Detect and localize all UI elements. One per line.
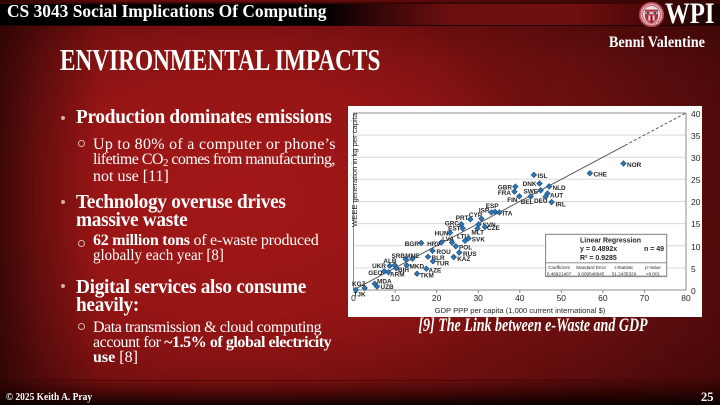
svg-text:MNE: MNE: [405, 253, 420, 260]
svg-text:5: 5: [691, 264, 696, 274]
svg-text:Coefficient: Coefficient: [548, 265, 570, 270]
svg-text:DEU: DEU: [534, 198, 548, 205]
svg-text:20: 20: [432, 293, 442, 303]
svg-text:POL: POL: [459, 245, 472, 252]
svg-text:30: 30: [473, 293, 483, 303]
svg-text:GBR: GBR: [498, 185, 513, 192]
svg-text:NOR: NOR: [627, 162, 642, 169]
svg-text:ARM: ARM: [390, 271, 405, 278]
svg-text:UZB: UZB: [381, 284, 395, 291]
svg-text:SWE: SWE: [523, 189, 538, 196]
svg-text:BIH: BIH: [398, 267, 409, 274]
svg-text:AUT: AUT: [550, 192, 563, 199]
svg-text:ISR: ISR: [479, 208, 490, 215]
svg-text:t-Statistic: t-Statistic: [615, 265, 635, 270]
svg-text:SVK: SVK: [472, 237, 486, 244]
svg-text:MLT: MLT: [471, 230, 484, 237]
svg-text:51.2435329: 51.2435329: [612, 272, 637, 277]
svg-text:<0.001: <0.001: [646, 272, 661, 277]
svg-text:AZE: AZE: [429, 268, 443, 275]
svg-text:MDA: MDA: [377, 279, 392, 286]
svg-text:SVN: SVN: [483, 222, 497, 229]
svg-text:IRL: IRL: [556, 202, 566, 209]
svg-text:0: 0: [691, 286, 696, 296]
svg-text:LTU: LTU: [457, 234, 469, 241]
svg-text:20: 20: [691, 197, 701, 207]
svg-text:HUN: HUN: [435, 230, 449, 237]
svg-text:TJK: TJK: [354, 292, 366, 299]
svg-text:40: 40: [691, 109, 701, 119]
svg-text:BGR: BGR: [405, 241, 420, 248]
svg-text:MKD: MKD: [410, 263, 425, 270]
svg-text:50: 50: [557, 293, 567, 303]
svg-text:WEEE generation in kg per capi: WEEE generation in kg per capita: [350, 112, 359, 227]
svg-text:TUR: TUR: [436, 261, 450, 268]
svg-text:BEL: BEL: [521, 199, 534, 206]
svg-text:p-Value: p-Value: [645, 265, 661, 270]
svg-text:TKM: TKM: [420, 272, 434, 279]
svg-text:80: 80: [681, 293, 691, 303]
svg-text:10: 10: [390, 293, 400, 303]
svg-text:ROU: ROU: [437, 249, 452, 256]
svg-text:CZE: CZE: [487, 225, 501, 232]
svg-text:35: 35: [691, 131, 701, 141]
svg-text:ESP: ESP: [486, 203, 500, 210]
svg-text:CYP: CYP: [469, 212, 483, 219]
svg-text:10: 10: [691, 242, 701, 252]
svg-text:LVA: LVA: [442, 236, 454, 243]
svg-text:25: 25: [691, 175, 701, 185]
svg-text:ISL: ISL: [538, 173, 548, 180]
svg-text:15: 15: [691, 219, 701, 229]
svg-text:HRV: HRV: [427, 241, 441, 248]
svg-text:0.48921407: 0.48921407: [547, 272, 572, 277]
svg-text:KAZ: KAZ: [457, 256, 470, 263]
svg-text:UKR: UKR: [372, 263, 386, 270]
svg-text:DNK: DNK: [523, 181, 537, 188]
svg-text:GDP PPP per capita (1,000 curr: GDP PPP per capita (1,000 current intern…: [435, 306, 606, 315]
svg-text:SRB: SRB: [392, 253, 406, 260]
svg-text:NLD: NLD: [553, 185, 567, 192]
svg-text:CHE: CHE: [594, 172, 608, 179]
svg-text:ALB: ALB: [383, 258, 397, 265]
svg-text:KGZ: KGZ: [352, 281, 366, 288]
svg-text:60: 60: [598, 293, 608, 303]
svg-text:FRA: FRA: [498, 190, 512, 197]
svg-text:PRT: PRT: [456, 215, 469, 222]
svg-text:y = 0.4892x: y = 0.4892x: [580, 246, 617, 253]
svg-text:30: 30: [691, 153, 701, 163]
svg-text:GRC: GRC: [445, 221, 460, 228]
svg-text:R² = 0.9285: R² = 0.9285: [580, 255, 617, 262]
svg-text:n = 49: n = 49: [644, 246, 664, 253]
svg-text:40: 40: [515, 293, 525, 303]
svg-text:EST: EST: [448, 226, 461, 233]
svg-text:RUS: RUS: [463, 251, 477, 258]
svg-text:70: 70: [640, 293, 650, 303]
svg-text:Linear Regression: Linear Regression: [580, 238, 641, 245]
svg-text:0.009546845: 0.009546845: [578, 272, 605, 277]
svg-text:FIN: FIN: [507, 197, 518, 204]
svg-text:ITA: ITA: [503, 211, 513, 218]
svg-text:BLR: BLR: [432, 255, 446, 262]
svg-text:0: 0: [351, 293, 356, 303]
svg-text:Standard Error: Standard Error: [576, 265, 607, 270]
svg-text:GEO: GEO: [368, 270, 382, 277]
